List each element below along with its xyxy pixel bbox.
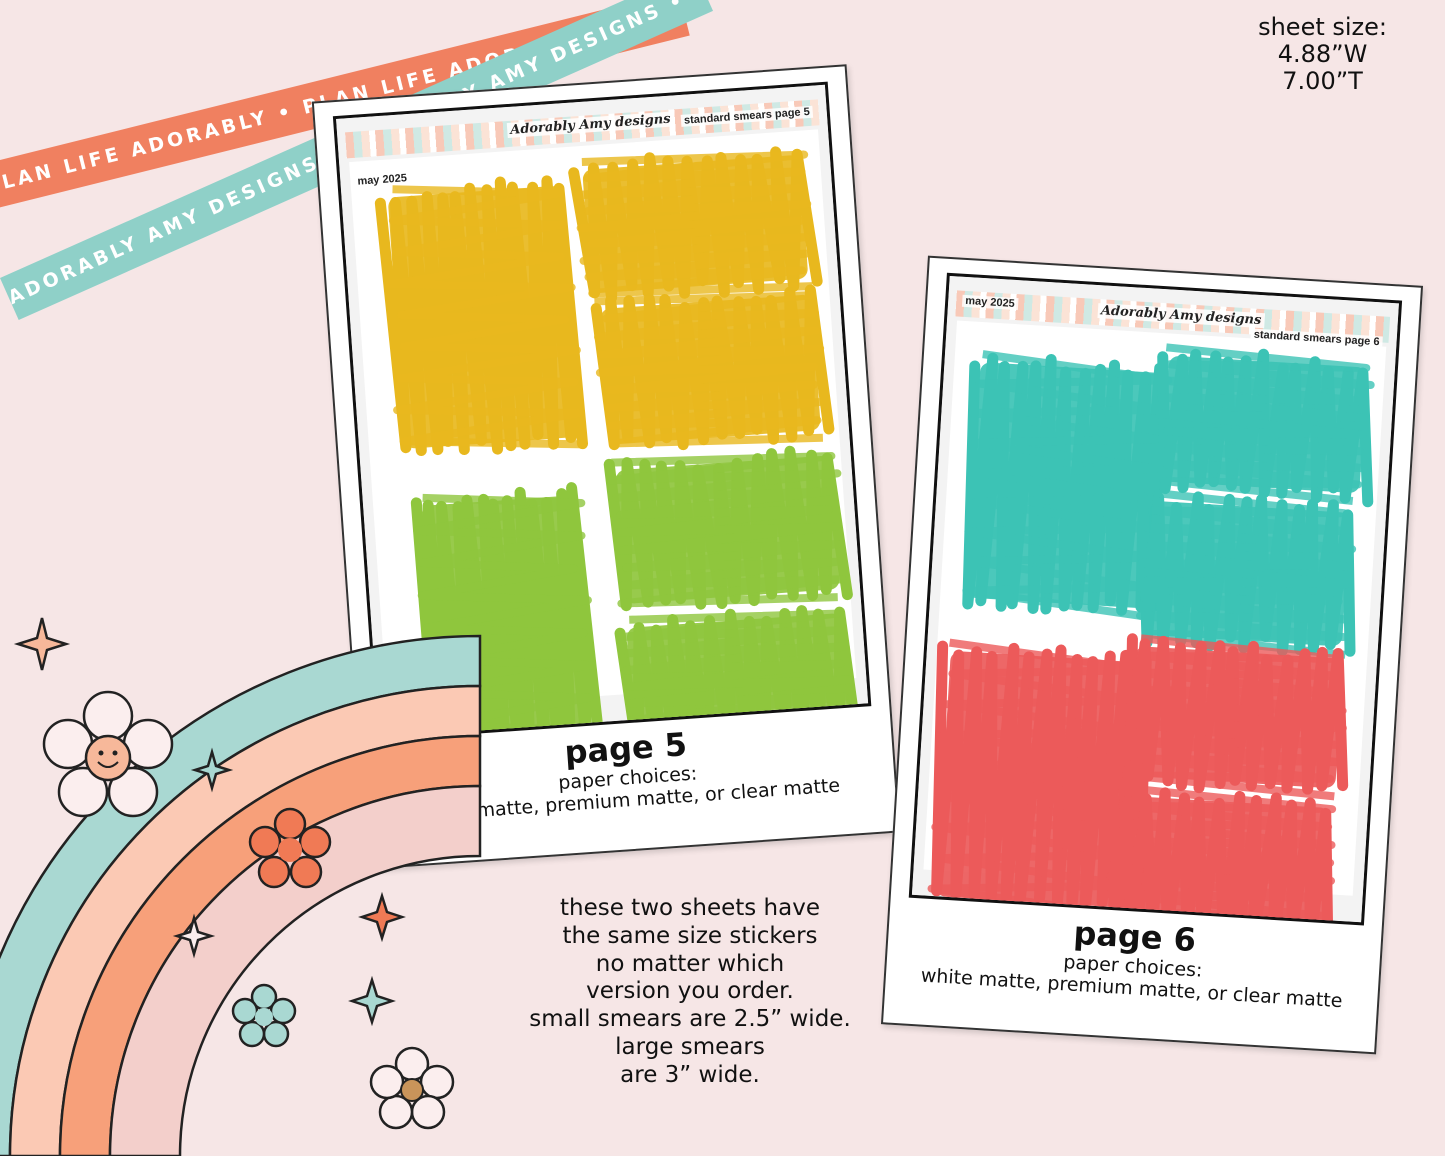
smear-sticker xyxy=(1155,343,1375,508)
sparkle-icon xyxy=(13,617,71,671)
white-flower-icon xyxy=(369,1046,455,1130)
note-line: large smears xyxy=(615,1033,765,1060)
teal-flower-icon xyxy=(231,983,297,1048)
sticker-sheet-preview: may 2025 Adorably Amy designs standard s… xyxy=(908,272,1403,926)
note-line: no matter which xyxy=(595,950,785,977)
note-line: these two sheets have xyxy=(559,895,820,921)
note-line: small smears are 2.5” wide. xyxy=(529,1006,851,1033)
sparkle-icon xyxy=(348,975,396,1027)
smear-stickers xyxy=(927,343,1375,926)
rainbow-decoration xyxy=(0,617,482,1156)
smear-sticker xyxy=(590,284,835,451)
sparkle-icon xyxy=(358,891,406,943)
smear-sticker xyxy=(962,350,1173,621)
sheet-size-height: 7.00”T xyxy=(1282,67,1363,95)
smiley-flower-icon xyxy=(42,690,174,818)
sparkle-icon xyxy=(172,913,216,959)
smear-sticker xyxy=(1104,783,1337,926)
smear-sticker xyxy=(1135,488,1357,659)
sheet-size-width: 4.88”W xyxy=(1277,40,1368,68)
orange-flower-icon xyxy=(248,807,332,889)
note-line: version you order. xyxy=(586,978,794,1005)
smear-sticker xyxy=(1121,633,1349,801)
note-line: the same size stickers xyxy=(562,922,818,949)
sheet-size-info: sheet size: 4.88”W 7.00”T xyxy=(1258,14,1387,95)
smear-stickers xyxy=(374,146,863,741)
sticker-sheet-preview: may 2025 Adorably Amy designs standard s… xyxy=(332,81,872,741)
rainbow-arcs xyxy=(0,634,482,1156)
size-note: these two sheets have the same size stic… xyxy=(505,895,875,1090)
note-line: are 3” wide. xyxy=(620,1061,760,1088)
sparkle-icon xyxy=(190,747,234,793)
sticker-sheet-card-page-5: may 2025 Adorably Amy designs standard s… xyxy=(311,64,901,870)
smear-sticker xyxy=(568,146,823,304)
sticker-sheet-card-page-6: may 2025 Adorably Amy designs standard s… xyxy=(880,255,1424,1055)
smear-sticker xyxy=(374,175,589,457)
sheet-size-label: sheet size: xyxy=(1258,13,1387,41)
smear-sticker xyxy=(927,638,1152,921)
smear-sticker xyxy=(603,445,853,612)
